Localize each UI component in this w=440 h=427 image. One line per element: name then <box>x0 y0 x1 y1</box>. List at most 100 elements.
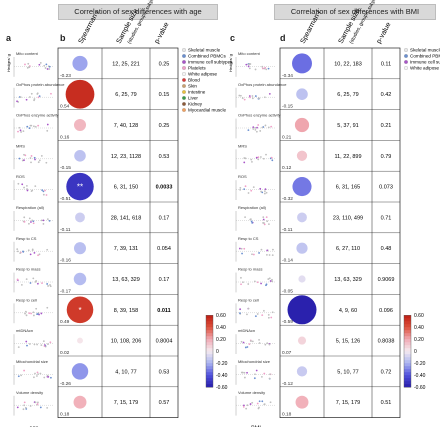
colorbar-segment <box>206 372 213 376</box>
legend-swatch <box>182 54 186 58</box>
scatter-point <box>33 156 36 159</box>
scatter-point <box>36 282 39 285</box>
sample-size-value: 13, 63, 329 <box>112 277 140 283</box>
scatter-point <box>265 68 268 71</box>
scatter-point <box>246 404 249 407</box>
scatter-point <box>29 157 32 159</box>
legend-swatch <box>404 54 408 58</box>
spearman-circle <box>296 88 308 100</box>
scatter-point <box>42 223 45 225</box>
p-value: 0.51 <box>381 400 392 406</box>
spearman-value: -0.17 <box>60 288 71 294</box>
scatter-point <box>23 401 26 404</box>
colorbar-segment <box>206 333 213 337</box>
header-p-value: p-value <box>376 21 393 45</box>
scatter-point <box>26 344 28 347</box>
scatter-point <box>272 248 274 251</box>
spearman-value: -0.12 <box>282 381 293 387</box>
scatter-point <box>27 62 30 65</box>
scatter-point <box>257 97 260 100</box>
spearman-circle <box>296 366 308 377</box>
spearman-value: 0.18 <box>282 412 292 418</box>
scatter-point <box>247 192 250 194</box>
measure-label: OxPhos protein abundance <box>16 82 65 87</box>
measure-label: Volume density <box>16 390 43 395</box>
scatter-point <box>48 219 51 222</box>
scatter-point <box>30 155 33 157</box>
scatter-point <box>49 376 52 379</box>
scatter-point <box>260 282 262 285</box>
colorbar-segment <box>206 336 213 340</box>
spearman-circle <box>295 395 309 409</box>
scatter-point <box>263 372 266 375</box>
scatter-point <box>22 408 25 411</box>
spearman-circle <box>71 363 89 380</box>
sample-size-value: 7, 39, 131 <box>114 246 138 252</box>
legend-item: Skeletal muscle <box>410 48 440 53</box>
measure-label: Volume density <box>238 390 265 395</box>
scatter-point <box>48 65 51 68</box>
spearman-circle <box>297 336 307 345</box>
scatter-point <box>247 63 250 66</box>
significance-mark: ** <box>77 183 83 192</box>
measure-label: Respiration (all) <box>238 205 267 210</box>
colorbar-segment <box>404 342 411 346</box>
scatter-point <box>254 373 256 376</box>
spearman-value: 0.12 <box>282 165 292 171</box>
scatter-point <box>258 252 260 254</box>
scatter-point <box>32 222 35 225</box>
scatter-point <box>44 189 46 192</box>
spearman-value: -0.16 <box>60 258 71 264</box>
legend-item: White adipose <box>188 72 218 77</box>
colorbar-segment <box>206 324 213 328</box>
legend-swatch <box>404 66 408 70</box>
scatter-point <box>255 156 258 159</box>
scatter-point <box>258 400 261 403</box>
scatter-point <box>243 161 246 164</box>
colorbar-segment <box>206 360 213 364</box>
scatter-point <box>264 188 267 191</box>
legend-item: Blood <box>188 78 200 83</box>
spearman-value: 0.18 <box>60 412 70 418</box>
colorbar-segment <box>206 321 213 325</box>
scatter-point <box>25 278 28 281</box>
scatter-point <box>47 285 49 287</box>
sample-size-value: 10, 22, 183 <box>334 61 362 67</box>
colorbar-tick: -0.60 <box>216 385 228 391</box>
scatter-point <box>20 283 23 286</box>
scatter-point <box>247 283 250 285</box>
legend-swatch <box>404 60 408 64</box>
p-value: 0.11 <box>381 61 391 67</box>
legend-item: Skin <box>188 84 197 89</box>
scatter-point <box>31 248 34 251</box>
scatter-point <box>22 250 24 253</box>
colorbar-segment <box>206 327 213 331</box>
scatter-point <box>42 340 45 343</box>
scatter-point <box>251 253 253 256</box>
x-axis-label: BMI <box>251 426 261 427</box>
sample-size-value: 11, 22, 899 <box>334 154 361 160</box>
scatter-point <box>17 375 20 378</box>
scatter-point <box>24 312 26 315</box>
scatter-point <box>28 312 31 315</box>
scatter-point <box>34 125 37 128</box>
scatter-point <box>41 189 44 192</box>
scatter-point <box>42 219 45 222</box>
colorbar-tick: 0.40 <box>414 325 424 331</box>
scatter-point <box>19 129 22 132</box>
scatter-point <box>268 254 271 256</box>
spearman-value: -0.14 <box>282 258 293 264</box>
colorbar-segment <box>206 315 213 319</box>
spearman-circle <box>287 295 317 325</box>
scatter-point <box>266 342 269 345</box>
sample-size-value: 7, 15, 179 <box>336 400 360 406</box>
colorbar-segment <box>404 354 411 358</box>
legend-swatch <box>182 96 186 100</box>
panel-letter-a: a <box>6 33 12 43</box>
scatter-point <box>253 280 256 283</box>
scatter-point <box>26 189 29 192</box>
sample-size-value: 8, 39, 158 <box>114 308 138 314</box>
scatter-point <box>30 312 32 315</box>
colorbar-tick: 0.40 <box>216 325 226 331</box>
legend-swatch <box>182 90 186 94</box>
